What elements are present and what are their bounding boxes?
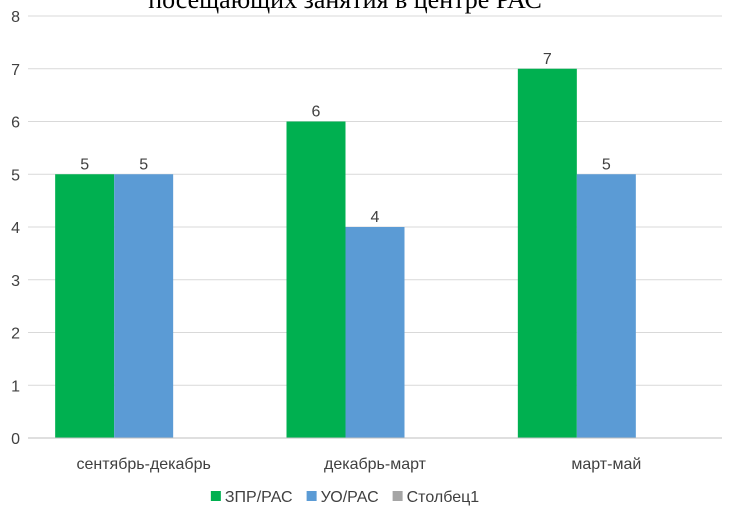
y-tick-label: 8 — [11, 9, 20, 26]
bar-3-1 — [517, 68, 577, 438]
legend-label: ЗПР/РАС — [225, 489, 293, 506]
legend-label: Столбец1 — [407, 489, 480, 506]
legend-item-3: Столбец1 — [392, 489, 480, 506]
y-tick-label: 4 — [11, 220, 20, 237]
legend-swatch — [392, 491, 403, 501]
legend: ЗПР/РАС УО/РАС Столбец1 — [210, 489, 480, 506]
bar-2-2 — [345, 227, 405, 438]
chart-title-group: посещающих занятия в центре РАС — [148, 0, 542, 14]
bars — [55, 68, 636, 438]
y-tick-label: 0 — [11, 431, 20, 448]
x-category-label: март-май — [571, 456, 641, 473]
data-label: 7 — [543, 51, 552, 68]
y-axis-tick-labels: 0 1 2 3 4 5 6 7 8 — [11, 9, 20, 448]
x-category-label: декабрь-март — [324, 456, 427, 473]
bar-2-1 — [286, 121, 346, 438]
data-label: 4 — [371, 209, 380, 226]
data-label: 5 — [80, 156, 89, 173]
chart-title: посещающих занятия в центре РАС — [148, 0, 542, 14]
legend-swatch — [210, 491, 221, 501]
y-tick-label: 6 — [11, 115, 20, 132]
legend-item-2: УО/РАС — [306, 489, 379, 506]
data-label: 6 — [312, 104, 321, 121]
x-category-label: сентябрь-декабрь — [76, 456, 210, 473]
data-label: 5 — [139, 156, 148, 173]
y-tick-label: 2 — [11, 326, 20, 343]
bar-1-1 — [55, 174, 115, 438]
x-axis: сентябрь-декабрь декабрь-март март-май — [28, 437, 722, 473]
y-tick-label: 3 — [11, 273, 20, 290]
legend-item-1: ЗПР/РАС — [210, 489, 293, 506]
legend-label: УО/РАС — [321, 489, 379, 506]
legend-swatch — [306, 491, 317, 501]
y-tick-label: 5 — [11, 167, 20, 184]
data-labels: 5 5 6 4 7 5 — [80, 51, 611, 226]
data-label: 5 — [602, 156, 611, 173]
bar-1-2 — [114, 174, 174, 438]
bar-3-2 — [576, 174, 636, 438]
y-tick-label: 1 — [11, 378, 20, 395]
y-tick-label: 7 — [11, 62, 20, 79]
